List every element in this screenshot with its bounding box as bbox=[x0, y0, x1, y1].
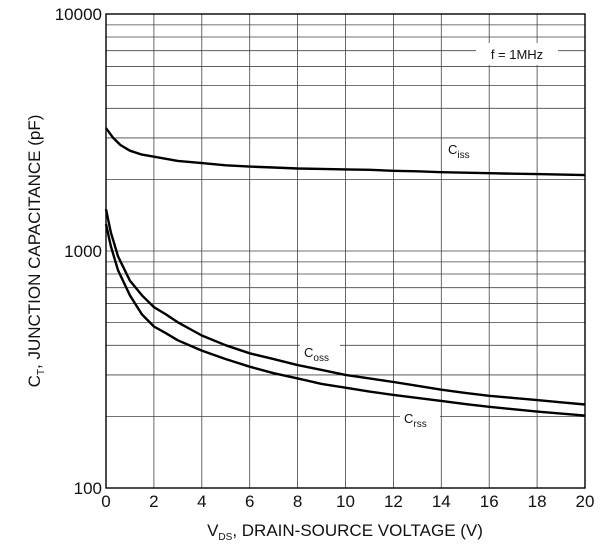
y-tick-label: 1000 bbox=[64, 242, 102, 261]
x-tick-label: 12 bbox=[384, 492, 403, 511]
tick-labels: 0 2 4 6 8 10 12 14 16 18 20 100 1000 10000 bbox=[55, 5, 595, 511]
x-tick-label: 14 bbox=[432, 492, 451, 511]
x-tick-label: 6 bbox=[245, 492, 254, 511]
x-tick-label: 0 bbox=[101, 492, 110, 511]
x-axis-title-sub: DS bbox=[218, 532, 232, 543]
x-tick-label: 16 bbox=[480, 492, 499, 511]
series-line-ciss bbox=[105, 127, 586, 177]
label-ciss: Ciss bbox=[444, 140, 478, 161]
x-axis-title-main: V bbox=[207, 521, 219, 540]
label-coss-sub: oss bbox=[313, 353, 329, 364]
x-axis-title: VDS, DRAIN-SOURCE VOLTAGE (V) bbox=[207, 521, 483, 543]
y-axis-title-main: C bbox=[25, 375, 44, 387]
series-group bbox=[104, 127, 586, 417]
y-axis-title-sub: T bbox=[36, 369, 47, 375]
label-crss-background bbox=[400, 409, 440, 429]
y-tick-label: 10000 bbox=[55, 5, 102, 24]
label-ciss-sub: iss bbox=[457, 150, 469, 161]
frequency-annotation-group: f = 1MHz bbox=[476, 43, 558, 65]
series-line-crss bbox=[104, 223, 586, 417]
grid bbox=[106, 14, 585, 488]
label-coss: Coss bbox=[300, 343, 340, 364]
label-coss-main: C bbox=[304, 345, 313, 360]
svg-text:Ciss: Ciss bbox=[448, 142, 470, 161]
annotation-background bbox=[476, 43, 558, 65]
label-crss-main: C bbox=[404, 411, 413, 426]
plot-frame bbox=[105, 13, 586, 489]
label-crss-sub: rss bbox=[413, 419, 426, 430]
y-axis-title-rest: , JUNCTION CAPACITANCE (pF) bbox=[25, 115, 44, 369]
x-tick-label: 10 bbox=[336, 492, 355, 511]
x-tick-label: 18 bbox=[528, 492, 547, 511]
x-tick-label: 8 bbox=[293, 492, 302, 511]
svg-text:Coss: Coss bbox=[304, 345, 329, 364]
x-tick-label: 2 bbox=[149, 492, 158, 511]
x-tick-label: 4 bbox=[197, 492, 206, 511]
y-axis-title: CT, JUNCTION CAPACITANCE (pF) bbox=[25, 115, 47, 388]
label-ciss-background bbox=[444, 140, 478, 160]
y-tick-label: 100 bbox=[74, 479, 102, 498]
label-crss: Crss bbox=[400, 409, 440, 430]
frequency-annotation: f = 1MHz bbox=[491, 47, 543, 62]
label-ciss-main: C bbox=[448, 142, 457, 157]
x-axis-title-rest: , DRAIN-SOURCE VOLTAGE (V) bbox=[232, 521, 483, 540]
series-line-coss bbox=[104, 209, 586, 406]
x-tick-label: 20 bbox=[576, 492, 595, 511]
svg-text:Crss: Crss bbox=[404, 411, 427, 430]
label-coss-background bbox=[300, 343, 340, 363]
